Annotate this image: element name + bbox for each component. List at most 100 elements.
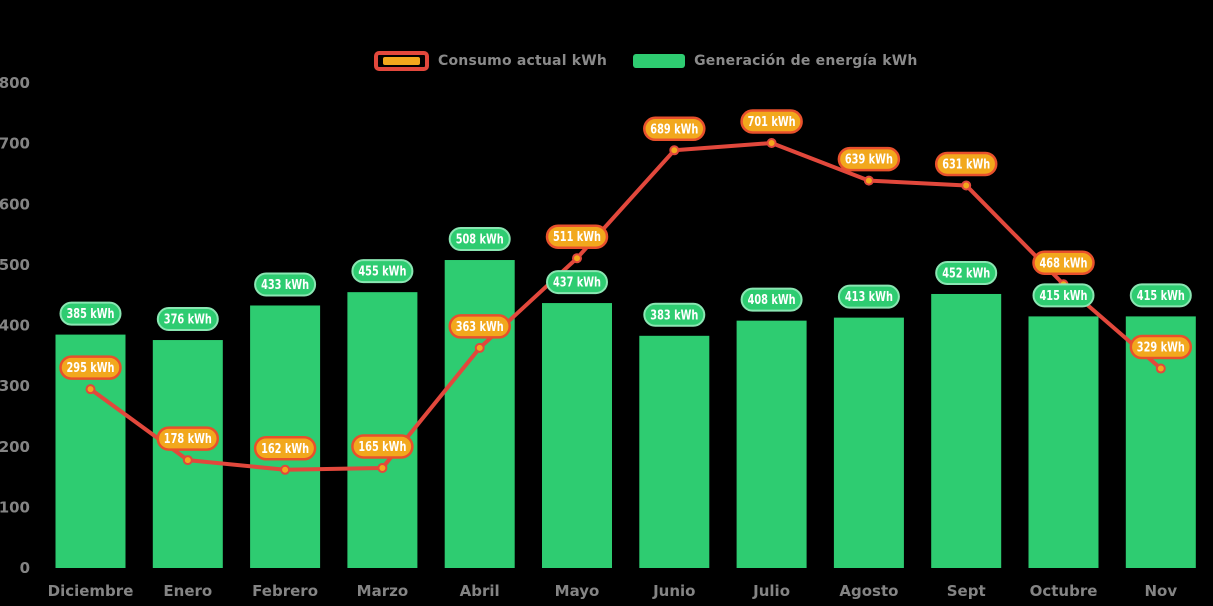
generation-value-abril-pill bbox=[448, 227, 511, 252]
generation-value-mayo-pill bbox=[546, 270, 608, 295]
consumption-value-mayo-pill bbox=[545, 224, 609, 249]
consumption-value-junio-pill bbox=[643, 116, 706, 142]
generation-value-junio-label: 383 kWh bbox=[650, 308, 698, 323]
generation-value-agosto-pill bbox=[837, 284, 900, 309]
consumption-value-enero-pill bbox=[156, 426, 220, 451]
consumption-value-mayo-label: 511 kWh bbox=[553, 230, 601, 245]
consumption-point-junio[interactable] bbox=[669, 145, 680, 156]
generation-value-marzo-label: 455 kWh bbox=[358, 265, 406, 280]
consumption-point-sept[interactable] bbox=[961, 180, 972, 191]
consumption-value-diciembre-pill bbox=[59, 355, 122, 380]
y-tick-label: 400 bbox=[0, 317, 30, 335]
generation-value-sept-label: 452 kWh bbox=[942, 266, 990, 281]
consumption-point-agosto[interactable] bbox=[863, 175, 874, 186]
consumption-value-abril-pill bbox=[448, 314, 511, 339]
consumption-point-diciembre[interactable] bbox=[85, 384, 96, 395]
consumption-point-nov[interactable] bbox=[1155, 363, 1166, 374]
generation-bar-swatch-icon bbox=[633, 54, 686, 68]
consumption-value-sept-label: 631 kWh bbox=[942, 157, 990, 172]
generation-value-febrero-label: 433 kWh bbox=[261, 278, 309, 293]
generation-bar-junio[interactable] bbox=[639, 335, 710, 568]
consumption-value-nov-pill bbox=[1129, 334, 1193, 360]
generation-bar-octubre[interactable] bbox=[1028, 316, 1099, 568]
consumption-line-swatch-icon bbox=[374, 51, 429, 71]
x-axis-label-marzo: Marzo bbox=[357, 582, 408, 600]
consumption-value-abril-label: 363 kWh bbox=[456, 320, 504, 335]
consumption-value-agosto-label: 639 kWh bbox=[845, 153, 893, 168]
generation-bar-mayo[interactable] bbox=[542, 303, 612, 568]
generation-value-nov-pill bbox=[1129, 283, 1192, 308]
x-axis-label-octubre: Octubre bbox=[1030, 582, 1098, 600]
consumption-point-febrero[interactable] bbox=[280, 464, 291, 475]
generation-value-diciembre-pill bbox=[59, 301, 122, 326]
generation-value-enero-label: 376 kWh bbox=[164, 313, 212, 328]
consumption-line bbox=[88, 141, 1163, 472]
consumption-point-mayo[interactable] bbox=[572, 253, 582, 264]
consumption-value-sept-pill bbox=[934, 151, 998, 177]
x-axis-label-nov: Nov bbox=[1144, 582, 1177, 600]
x-axis-label-agosto: Agosto bbox=[839, 582, 898, 600]
y-tick-label: 500 bbox=[0, 256, 30, 274]
generation-value-julio-pill bbox=[740, 287, 803, 312]
y-tick-label: 200 bbox=[0, 438, 30, 456]
generation-value-octubre-pill bbox=[1032, 283, 1095, 308]
generation-value-abril-label: 508 kWh bbox=[456, 233, 504, 248]
consumption-value-julio-label: 701 kWh bbox=[748, 115, 796, 130]
generation-value-sept-pill bbox=[935, 260, 998, 285]
consumption-value-diciembre-label: 295 kWh bbox=[67, 361, 115, 376]
x-axis-label-diciembre: Diciembre bbox=[48, 582, 134, 600]
generation-value-nov-label: 415 kWh bbox=[1137, 289, 1185, 304]
y-tick-label: 800 bbox=[0, 74, 30, 92]
x-axis-label-febrero: Febrero bbox=[252, 582, 318, 600]
generation-bar-agosto[interactable] bbox=[833, 317, 904, 568]
consumption-point-abril[interactable] bbox=[474, 342, 485, 353]
consumption-value-octubre-pill bbox=[1032, 250, 1095, 276]
y-tick-label: 600 bbox=[0, 195, 30, 213]
generation-bar-enero[interactable] bbox=[152, 340, 223, 568]
x-axis-label-abril: Abril bbox=[460, 582, 500, 600]
generation-value-marzo-pill bbox=[351, 259, 414, 284]
y-tick-label: 0 bbox=[20, 559, 30, 577]
consumption-point-marzo[interactable] bbox=[377, 462, 388, 473]
y-tick-label: 100 bbox=[0, 498, 30, 516]
x-axis-label-julio: Julio bbox=[752, 582, 790, 600]
consumption-value-febrero-label: 162 kWh bbox=[261, 442, 309, 457]
consumption-value-junio-label: 689 kWh bbox=[650, 122, 698, 137]
legend-item-consumption[interactable]: Consumo actual kWh bbox=[374, 51, 607, 71]
chart-legend: Consumo actual kWh Generación de energía… bbox=[374, 51, 918, 71]
generation-value-diciembre-label: 385 kWh bbox=[67, 307, 115, 322]
generation-bar-sept[interactable] bbox=[931, 293, 1002, 568]
generation-bar-marzo[interactable] bbox=[347, 292, 418, 568]
generation-value-mayo-label: 437 kWh bbox=[553, 276, 601, 291]
legend-label-generation: Generación de energía kWh bbox=[694, 53, 918, 69]
consumption-value-marzo-label: 165 kWh bbox=[358, 440, 406, 455]
consumption-value-agosto-pill bbox=[837, 146, 901, 172]
y-tick-label: 700 bbox=[0, 135, 30, 153]
generation-value-junio-pill bbox=[643, 302, 706, 327]
x-axis-label-enero: Enero bbox=[163, 582, 212, 600]
consumption-point-julio[interactable] bbox=[766, 138, 777, 149]
consumption-value-octubre-label: 468 kWh bbox=[1040, 256, 1088, 271]
consumption-value-febrero-pill bbox=[253, 436, 317, 461]
generation-value-enero-pill bbox=[156, 307, 219, 332]
consumption-value-nov-label: 329 kWh bbox=[1137, 341, 1185, 356]
consumption-value-julio-pill bbox=[740, 109, 803, 134]
generation-value-febrero-pill bbox=[254, 272, 317, 297]
x-axis-label-sept: Sept bbox=[947, 582, 986, 600]
generation-value-octubre-label: 415 kWh bbox=[1040, 289, 1088, 304]
consumption-point-enero[interactable] bbox=[182, 455, 193, 466]
generation-value-agosto-label: 413 kWh bbox=[845, 290, 893, 305]
generation-bar-julio[interactable] bbox=[736, 320, 807, 568]
consumption-marker-icon bbox=[383, 57, 420, 65]
generation-bar-abril[interactable] bbox=[444, 260, 515, 568]
legend-label-consumption: Consumo actual kWh bbox=[438, 53, 608, 69]
generation-value-julio-label: 408 kWh bbox=[748, 293, 796, 308]
legend-item-generation[interactable]: Generación de energía kWh bbox=[633, 53, 917, 69]
x-axis-label-mayo: Mayo bbox=[555, 582, 600, 600]
x-axis-label-junio: Junio bbox=[652, 582, 695, 600]
consumption-value-marzo-pill bbox=[351, 434, 414, 459]
y-tick-label: 300 bbox=[0, 377, 30, 395]
consumption-value-enero-label: 178 kWh bbox=[164, 432, 212, 447]
